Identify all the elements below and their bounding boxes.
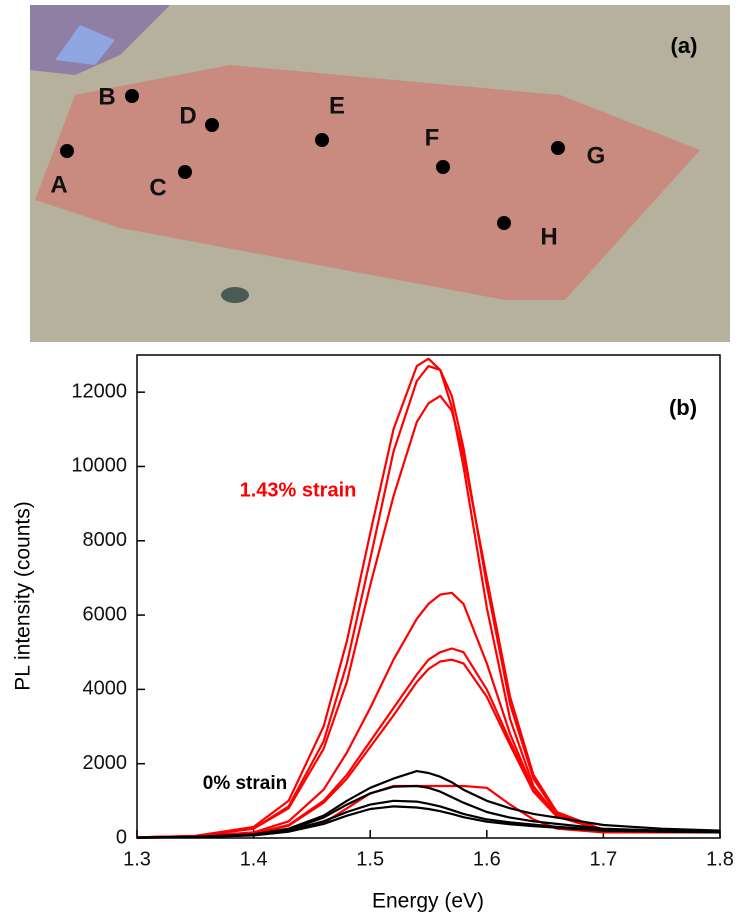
x-tick-label: 1.3 xyxy=(123,848,151,870)
y-tick-label: 12000 xyxy=(71,380,127,402)
point-label: E xyxy=(329,92,345,119)
panel-label: (a) xyxy=(671,33,698,58)
y-tick-label: 10000 xyxy=(71,455,127,477)
y-tick-label: 4000 xyxy=(83,678,128,700)
points xyxy=(60,89,565,230)
flake-blue xyxy=(55,25,115,65)
speck xyxy=(221,287,249,303)
flake-pink xyxy=(35,65,700,300)
y-tick-label: 6000 xyxy=(83,603,128,625)
x-tick-label: 1.6 xyxy=(473,848,501,870)
x-tick-label: 1.8 xyxy=(706,848,734,870)
y-tick-label: 0 xyxy=(116,826,127,848)
spectrum-line xyxy=(136,658,720,839)
spectrum-line xyxy=(136,394,720,839)
spectrum-line xyxy=(136,784,721,839)
x-axis-label: Energy (eV) xyxy=(372,890,484,913)
spectrum-line xyxy=(136,365,720,839)
point-label: A xyxy=(50,171,67,198)
point-label: G xyxy=(587,142,606,169)
point-label: H xyxy=(540,223,557,250)
annotation: 0% strain xyxy=(203,773,287,794)
spectrum-line xyxy=(136,591,720,839)
x-tick-label: 1.4 xyxy=(240,848,268,870)
spectrum-line xyxy=(136,805,721,839)
panel-label: (b) xyxy=(669,395,697,420)
plot-frame xyxy=(136,354,721,839)
x-tick-label: 1.7 xyxy=(589,848,617,870)
point-label: F xyxy=(425,124,440,151)
y-tick-label: 2000 xyxy=(83,752,128,774)
photo: A B C D E F G H (a) xyxy=(30,5,730,342)
point-label: D xyxy=(179,102,196,129)
annotation: 1.43% strain xyxy=(240,479,357,501)
x-tick-label: 1.5 xyxy=(356,848,384,870)
y-tick-label: 8000 xyxy=(83,529,128,551)
point-label: B xyxy=(98,83,115,110)
spectrum-line xyxy=(136,770,721,839)
point-label: C xyxy=(149,174,166,201)
chart: (b) 1.43% strain 0% strain Energy (eV) P… xyxy=(12,354,734,913)
spectrum-line xyxy=(136,357,720,839)
y-axis-label: PL intensity (counts) xyxy=(12,501,35,690)
